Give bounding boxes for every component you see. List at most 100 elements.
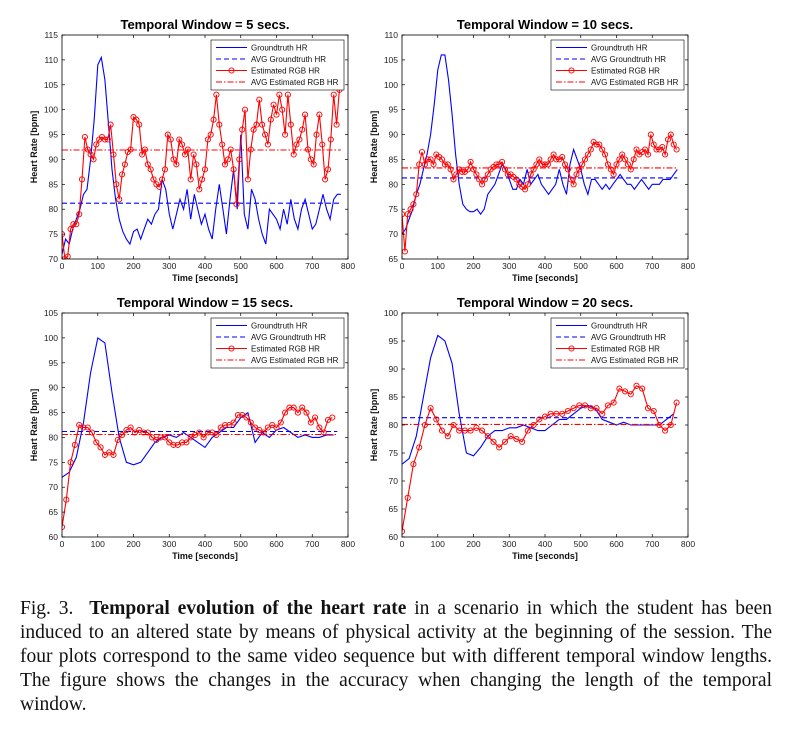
data-point xyxy=(243,414,250,421)
y-tick-label: 100 xyxy=(384,80,398,90)
x-tick-label: 700 xyxy=(645,539,659,549)
data-point xyxy=(584,151,591,158)
data-point xyxy=(593,405,600,412)
x-tick-label: 200 xyxy=(126,539,140,549)
data-point xyxy=(161,434,169,441)
x-tick-label: 400 xyxy=(538,261,552,271)
data-point xyxy=(273,424,280,431)
caption-text: in a scenario in which the student has b… xyxy=(20,598,772,715)
data-point xyxy=(290,404,297,411)
data-point xyxy=(622,156,629,163)
x-tick-label: 800 xyxy=(681,539,695,549)
data-point xyxy=(276,91,283,98)
legend-entry: Estimated RGB HR xyxy=(591,67,660,76)
x-tick-label: 100 xyxy=(91,261,105,271)
chart-panel-window-15: Temporal Window = 15 secs. 0 100 200 300 400 5… xyxy=(29,295,355,561)
x-tick-label: 700 xyxy=(305,261,319,271)
data-point xyxy=(230,419,237,426)
data-point xyxy=(570,181,577,188)
data-point xyxy=(444,161,451,168)
x-tick-label: 700 xyxy=(305,539,319,549)
data-point xyxy=(144,429,151,436)
y-tick-label: 65 xyxy=(389,504,399,514)
data-point xyxy=(116,196,123,203)
data-point xyxy=(104,136,111,143)
data-point xyxy=(622,388,629,395)
data-point xyxy=(559,153,566,161)
legend-entry: AVG Groundtruth HR xyxy=(251,333,326,342)
data-point xyxy=(438,427,446,434)
data-point xyxy=(496,444,503,451)
data-point xyxy=(64,253,71,259)
data-point xyxy=(241,106,249,113)
y-tick-label: 100 xyxy=(384,308,398,318)
legend-entry: Groundtruth HR xyxy=(251,322,308,331)
data-point xyxy=(427,405,434,412)
data-point xyxy=(464,166,471,173)
data-point xyxy=(630,156,637,163)
data-point xyxy=(73,221,80,228)
data-point xyxy=(659,143,666,151)
data-point xyxy=(530,166,537,173)
legend-entry: Estimated RGB HR xyxy=(251,345,320,354)
x-tick-label: 100 xyxy=(91,539,105,549)
y-tick-label: 90 xyxy=(49,154,59,164)
data-point xyxy=(459,168,466,175)
data-point xyxy=(404,211,411,218)
data-point xyxy=(564,166,571,173)
data-point xyxy=(157,434,164,441)
y-tick-label: 105 xyxy=(44,80,58,90)
data-point xyxy=(293,141,300,148)
data-point xyxy=(279,106,286,113)
data-point xyxy=(410,201,417,208)
data-point xyxy=(467,427,474,434)
data-point xyxy=(453,171,460,178)
y-tick-label: 65 xyxy=(49,507,59,517)
series-line-2 xyxy=(402,385,678,532)
x-tick-label: 600 xyxy=(269,261,283,271)
legend-entry: AVG Estimated RGB HR xyxy=(591,78,679,87)
data-point xyxy=(513,435,520,443)
data-point xyxy=(564,407,571,415)
data-point xyxy=(539,161,546,168)
data-point xyxy=(587,146,594,153)
data-point xyxy=(224,156,231,163)
data-point xyxy=(196,429,203,436)
data-point xyxy=(581,156,589,163)
data-point xyxy=(93,141,100,148)
series-line-2 xyxy=(62,89,340,259)
x-tick-label: 200 xyxy=(466,261,480,271)
chart-title: Temporal Window = 20 secs. xyxy=(457,295,633,310)
y-tick-label: 75 xyxy=(49,229,59,239)
data-point xyxy=(320,429,327,436)
data-point xyxy=(581,402,589,409)
data-point xyxy=(313,131,320,138)
data-point xyxy=(513,176,520,183)
data-point xyxy=(467,158,474,165)
legend-entry: AVG Estimated RGB HR xyxy=(251,78,339,87)
data-point xyxy=(244,176,251,183)
data-point xyxy=(330,91,337,98)
data-point xyxy=(587,405,594,412)
data-point xyxy=(333,121,340,128)
legend-marker xyxy=(228,67,235,74)
data-point xyxy=(127,424,134,431)
data-point xyxy=(210,116,217,123)
data-point xyxy=(627,166,634,173)
data-point xyxy=(76,211,83,218)
data-point xyxy=(450,176,457,183)
x-tick-label: 400 xyxy=(198,261,212,271)
legend-entry: AVG Estimated RGB HR xyxy=(591,356,679,365)
data-point xyxy=(262,131,269,138)
x-tick-label: 100 xyxy=(431,261,445,271)
data-point xyxy=(533,161,540,168)
data-point xyxy=(156,183,163,190)
chart-title: Temporal Window = 5 secs. xyxy=(120,17,289,32)
data-point xyxy=(547,156,554,163)
data-point xyxy=(576,402,583,409)
y-tick-label: 105 xyxy=(384,55,398,65)
data-point xyxy=(204,136,211,143)
data-point xyxy=(133,116,140,123)
data-point xyxy=(441,161,448,168)
y-tick-label: 90 xyxy=(49,383,59,393)
